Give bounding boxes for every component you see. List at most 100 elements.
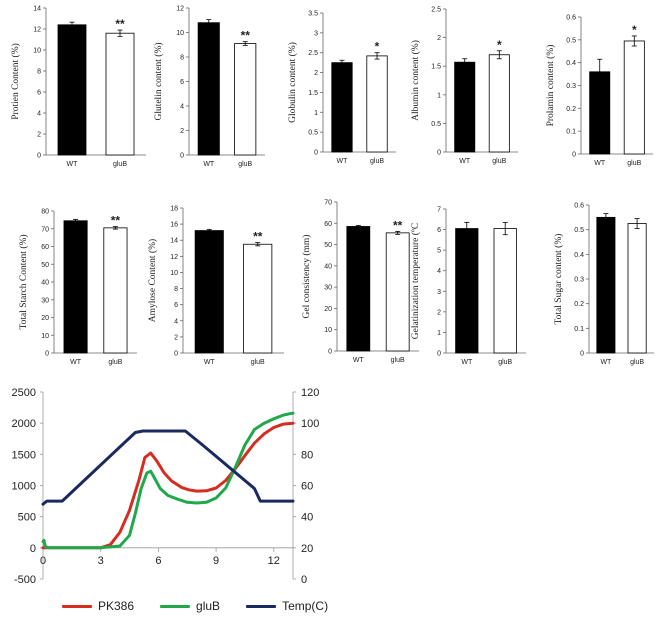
bar-chart-6: 0 10 20 30 40 50 60 70 80 WT ** gluB Total Starch Co…	[18, 209, 137, 366]
y-tick-label: 6	[437, 227, 441, 234]
left-y-tick-label: 500	[18, 512, 36, 524]
y-tick-label: 30	[324, 285, 332, 292]
y-axis-title: Globulin content (%)	[287, 42, 298, 123]
significance-marker: **	[115, 17, 125, 31]
y-tick-label: 0.1	[574, 326, 584, 333]
y-tick-label: 0	[37, 153, 41, 160]
series-line-pk386	[41, 421, 295, 550]
y-tick-label: 1	[437, 330, 441, 337]
y-tick-label: 6	[174, 302, 178, 309]
y-tick-label: 50	[324, 242, 332, 249]
x-tick-label: gluB	[391, 357, 405, 364]
y-tick-label: 0	[45, 351, 49, 358]
y-tick-label: 12	[170, 254, 178, 261]
y-tick-label: 70	[324, 200, 332, 207]
significance-marker: **	[241, 29, 251, 43]
bar-wt	[454, 61, 476, 153]
line-chart-legend: PK386 gluB Temp(C)	[62, 598, 328, 614]
y-tick-label: 1	[314, 110, 318, 117]
y-tick-label: 8	[174, 286, 178, 293]
y-tick-label: 8	[37, 69, 41, 76]
y-tick-label: 0.5	[308, 130, 318, 137]
series-line-glub	[41, 411, 295, 550]
y-tick-label: 40	[324, 263, 332, 270]
y-axis-title: Gelatinization temperature (ºC	[410, 223, 421, 339]
left-y-tick-label: 2000	[12, 418, 36, 430]
y-tick-label: 4	[180, 104, 184, 111]
x-tick-label: WT	[461, 359, 473, 366]
y-tick-label: 7	[437, 207, 441, 214]
y-tick-label: 0	[174, 351, 178, 358]
bar-glub	[105, 32, 135, 156]
y-tick-label: 0.5	[574, 227, 584, 234]
y-tick-label: 0	[572, 152, 576, 159]
y-tick-label: 2	[437, 35, 441, 42]
significance-marker: **	[253, 230, 263, 244]
right-y-tick-label: 40	[301, 512, 313, 524]
y-tick-label: 0.3	[566, 83, 576, 90]
y-tick-label: 2.5	[431, 7, 441, 14]
legend-item-glub: gluB	[160, 598, 220, 614]
y-tick-label: 40	[41, 280, 49, 287]
bar-wt	[346, 226, 371, 352]
y-tick-label: 3	[314, 30, 318, 37]
x-tick-label: WT	[594, 160, 606, 167]
y-tick-label: 1	[437, 92, 441, 99]
bar-wt	[331, 62, 353, 153]
legend-label-temp: Temp(C)	[282, 599, 329, 613]
bar-glub	[103, 227, 128, 354]
y-tick-label: 10	[41, 333, 49, 340]
y-axis-title: Protien Content (%)	[10, 43, 21, 120]
bar-wt	[57, 24, 87, 156]
y-tick-label: 30	[41, 297, 49, 304]
x-tick-label: gluB	[492, 158, 506, 165]
y-tick-label: 0	[437, 351, 441, 358]
y-tick-label: 4	[37, 111, 41, 118]
bar-glub	[493, 228, 517, 354]
y-tick-label: 2	[437, 309, 441, 316]
y-tick-label: 12	[176, 6, 184, 13]
x-tick-label: gluB	[113, 161, 127, 168]
y-tick-label: 6	[37, 90, 41, 97]
bar-wt	[63, 220, 88, 354]
right-y-tick-label: 60	[301, 481, 313, 493]
legend-swatch-temp	[246, 604, 277, 608]
y-tick-label: 2	[37, 132, 41, 139]
bar-wt	[596, 216, 616, 354]
legend-label-glub: gluB	[196, 599, 221, 613]
bar-chart-8: 0 10 20 30 40 50 60 70 WT ** gluB Gel consistency (…	[301, 200, 419, 364]
significance-marker: *	[375, 40, 380, 54]
y-tick-label: 16	[170, 222, 178, 229]
y-axis-title: Gel consistency (mm)	[301, 235, 312, 319]
y-tick-label: 5	[437, 248, 441, 255]
x-tick-label: WT	[70, 359, 82, 366]
y-tick-label: 6	[180, 79, 184, 86]
y-tick-label: 0.5	[431, 121, 441, 128]
y-tick-label: 20	[324, 306, 332, 313]
bar-chart-4: 0 0.5 1 1.5 2 2.5 WT * gluB Albumin content (%)	[410, 7, 518, 165]
y-tick-label: 0	[314, 150, 318, 157]
significance-marker: *	[632, 23, 637, 37]
bar-wt	[194, 230, 224, 354]
bar-glub	[243, 243, 273, 354]
y-tick-label: 3.5	[308, 11, 318, 18]
right-y-tick-label: 0	[301, 574, 307, 586]
y-tick-label: 2	[174, 334, 178, 341]
x-tick-label: WT	[337, 158, 349, 165]
y-tick-label: 0.3	[574, 277, 584, 284]
y-tick-label: 20	[41, 315, 49, 322]
y-axis-title: Total Starch Content (%)	[18, 234, 29, 329]
y-tick-label: 8	[180, 55, 184, 62]
y-tick-label: 0	[437, 150, 441, 157]
bar-chart-1: 0 2 4 6 8 10 12 14 WT ** gluB Protien Content (%)	[10, 6, 146, 168]
x-tick-label: 0	[40, 555, 46, 567]
x-tick-label: 9	[213, 555, 219, 567]
y-axis-title: Albumin content (%)	[410, 40, 421, 121]
y-tick-label: 2.5	[308, 50, 318, 57]
y-axis-title: Amylose Content (%)	[147, 239, 158, 322]
bar-glub	[234, 43, 257, 156]
right-y-tick-label: 120	[301, 387, 319, 399]
x-tick-label: gluB	[370, 158, 384, 165]
y-tick-label: 0.5	[566, 37, 576, 44]
